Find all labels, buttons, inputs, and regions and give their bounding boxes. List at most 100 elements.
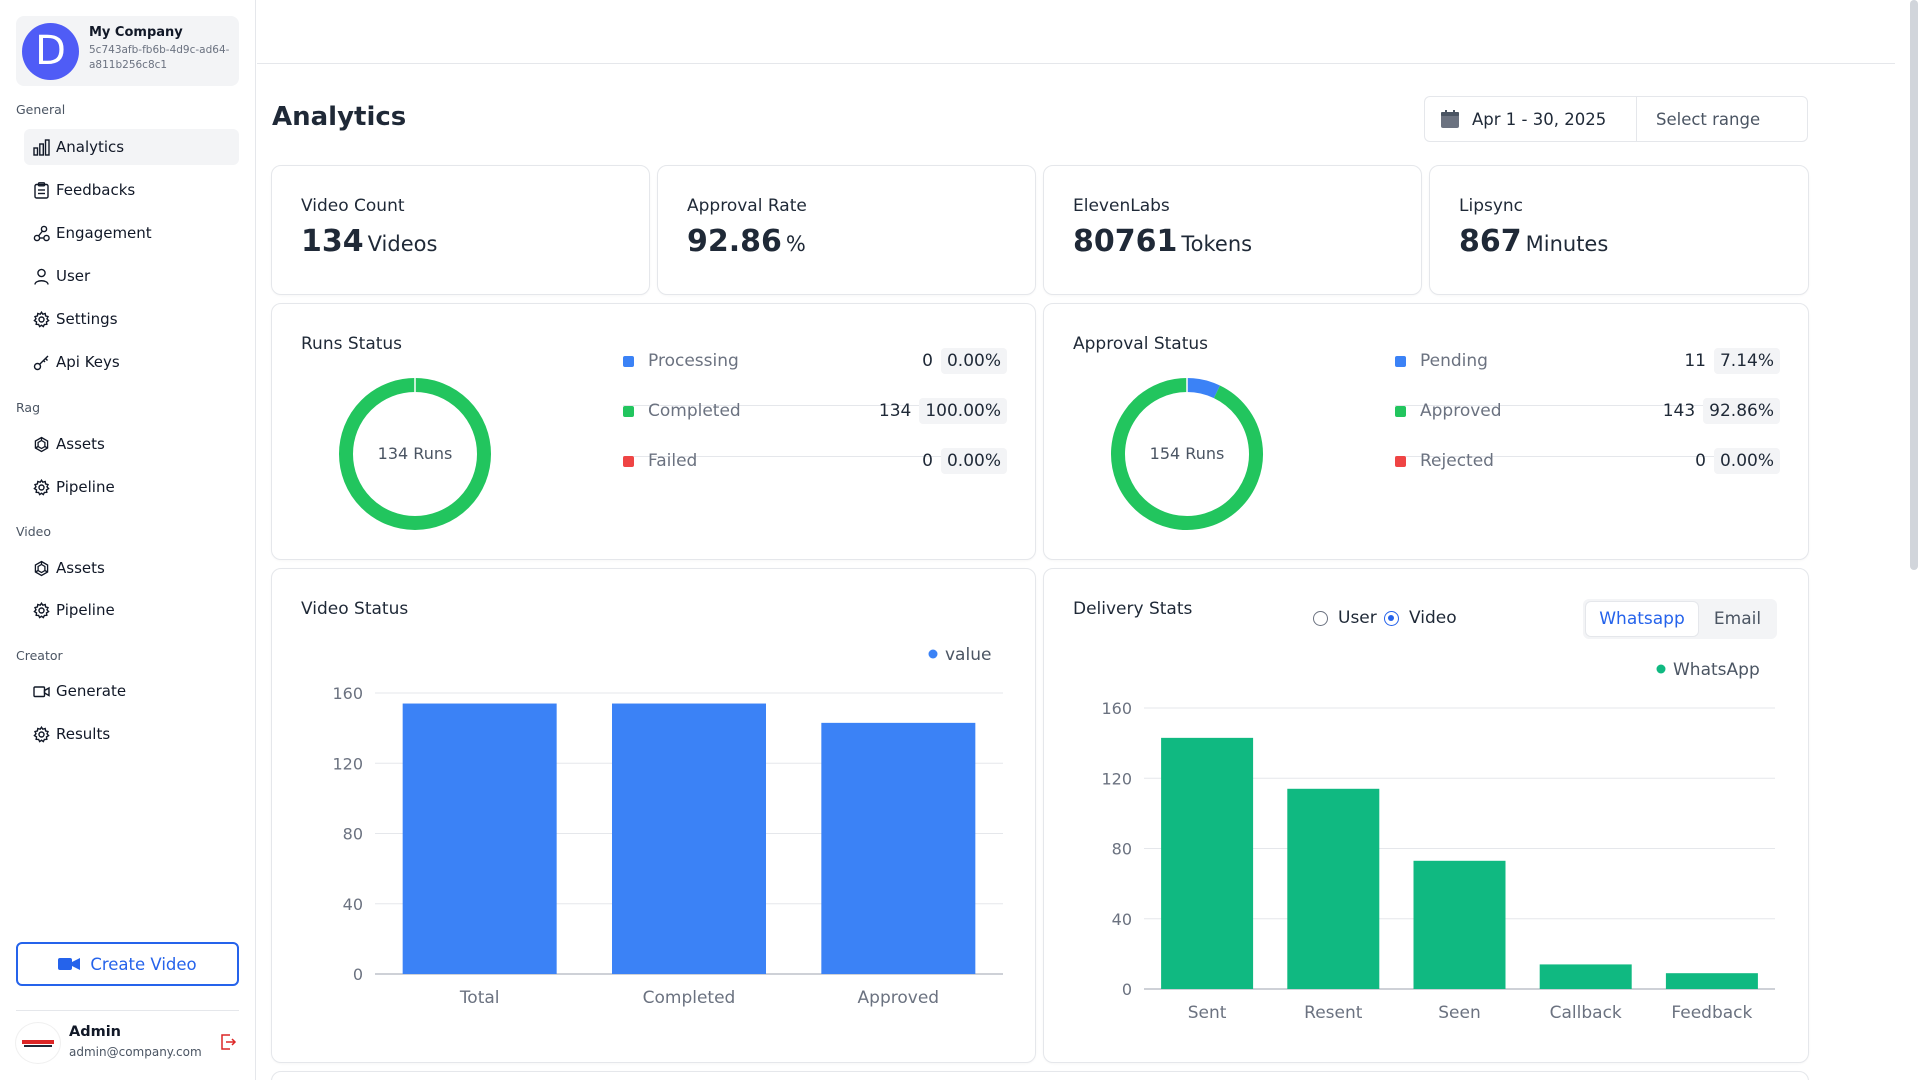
key-icon <box>33 355 49 370</box>
y-tick-label: 40 <box>343 895 363 914</box>
sidebar-item-label: Settings <box>56 310 118 328</box>
card-title: Delivery Stats <box>1073 599 1193 619</box>
stat-value-row: 134 Videos <box>301 224 437 259</box>
stat-value-row: 867 Minutes <box>1459 224 1608 259</box>
sidebar-item-label: Results <box>56 725 111 743</box>
tab-whatsapp[interactable]: Whatsapp <box>1586 602 1698 636</box>
card-title: Runs Status <box>301 334 403 354</box>
sidebar: D My Company 5c743afb-fb6b-4d9c-ad64-a81… <box>0 0 256 1080</box>
openai-icon <box>34 560 49 576</box>
legend-row-completed: Completed 134 100.00% <box>623 391 1007 431</box>
sidebar-item-feedbacks[interactable]: Feedbacks <box>24 172 239 208</box>
sidebar-item-user[interactable]: User <box>24 258 239 294</box>
delivery-stats-bar-chart: 0 40 80 120 160 Sent Resent Seen Callback Feedbac… <box>1101 660 1775 1023</box>
stat-label: ElevenLabs <box>1073 196 1170 216</box>
legend-label: WhatsApp <box>1673 660 1760 680</box>
sidebar-item-rag-pipeline[interactable]: Pipeline <box>24 469 239 505</box>
approval-status-card: Approval Status 154 Runs Pending 11 7.14… <box>1043 303 1809 560</box>
legend-dot <box>928 649 938 659</box>
section-creator: Creator <box>16 648 63 663</box>
x-tick-label: Callback <box>1550 1003 1622 1023</box>
sidebar-item-video-assets[interactable]: Assets <box>24 550 239 586</box>
bar-seen <box>1413 860 1506 989</box>
divider <box>16 1010 239 1011</box>
date-range-picker[interactable]: Apr 1 - 30, 2025 Select range <box>1424 96 1808 142</box>
stat-card-video-count: Video Count 134 Videos <box>271 165 650 295</box>
sidebar-item-label: Engagement <box>56 224 152 242</box>
bar-chart-icon <box>33 138 50 156</box>
video-camera-icon <box>33 685 50 697</box>
legend-row-pending: Pending 11 7.14% <box>1395 341 1780 381</box>
y-tick-label: 80 <box>1112 840 1132 859</box>
donut-slice-pending <box>1186 378 1220 399</box>
sidebar-item-label: Assets <box>56 559 105 577</box>
donut-slice-approved <box>1111 378 1263 530</box>
sidebar-item-generate[interactable]: Generate <box>24 673 239 709</box>
sidebar-item-label: Generate <box>56 682 127 700</box>
sidebar-item-label: User <box>56 267 91 285</box>
sidebar-item-label: Api Keys <box>56 353 120 371</box>
tab-email[interactable]: Email <box>1713 609 1762 629</box>
radio-user[interactable]: User <box>1313 608 1377 628</box>
legend-percent: 7.14% <box>1713 348 1780 374</box>
radio-circle[interactable] <box>1313 610 1328 626</box>
card-title: Approval Status <box>1073 334 1209 354</box>
legend-row-failed: Failed 0 0.00% <box>623 441 1007 481</box>
stat-label: Lipsync <box>1459 196 1524 216</box>
stat-unit: Minutes <box>1525 232 1609 256</box>
y-tick-label: 160 <box>1101 699 1132 718</box>
legend-swatch <box>1395 405 1406 417</box>
legend-count: 0 <box>1695 451 1706 471</box>
donut-center-label: 154 Runs <box>1150 444 1225 463</box>
channel-tabs: Whatsapp Email <box>1583 599 1777 639</box>
legend-swatch <box>1395 455 1406 467</box>
sidebar-item-results[interactable]: Results <box>24 716 239 752</box>
radio-circle[interactable] <box>1384 610 1399 626</box>
sidebar-item-label: Pipeline <box>56 478 115 496</box>
x-tick-label: Total <box>459 988 500 1008</box>
legend-count: 0 <box>922 351 933 371</box>
calendar-icon <box>1441 110 1459 128</box>
admin-email: admin@company.com <box>69 1045 202 1059</box>
stat-unit: Tokens <box>1181 232 1253 256</box>
x-tick-label: Completed <box>643 988 736 1008</box>
admin-avatar <box>16 1023 60 1063</box>
legend-dot <box>1656 664 1666 674</box>
radio-video[interactable]: Video <box>1384 608 1457 628</box>
y-tick-label: 160 <box>332 684 363 703</box>
date-range-value: Apr 1 - 30, 2025 <box>1472 109 1607 129</box>
stat-card-approval-rate: Approval Rate 92.86% <box>657 165 1036 295</box>
clipboard-icon <box>34 181 49 199</box>
y-tick-label: 80 <box>343 825 363 844</box>
logout-icon[interactable] <box>219 1033 237 1051</box>
org-switcher[interactable]: D My Company 5c743afb-fb6b-4d9c-ad64-a81… <box>16 16 239 86</box>
divider <box>623 405 1007 406</box>
gear-icon <box>33 601 50 619</box>
radio-label: User <box>1338 608 1377 628</box>
org-id: 5c743afb-fb6b-4d9c-ad64-a811b256c8c1 <box>89 44 230 71</box>
sidebar-item-settings[interactable]: Settings <box>24 301 239 337</box>
select-range-button[interactable]: Select range <box>1656 109 1761 129</box>
legend-name: Approved <box>1420 401 1502 421</box>
sidebar-item-video-pipeline[interactable]: Pipeline <box>24 592 239 628</box>
y-tick-label: 0 <box>353 965 363 984</box>
openai-icon <box>34 436 49 452</box>
gear-icon <box>33 725 50 743</box>
sidebar-item-engagement[interactable]: Engagement <box>24 215 239 251</box>
sidebar-item-rag-assets[interactable]: Assets <box>24 426 239 462</box>
legend-label: value <box>945 645 991 665</box>
share-nodes-icon <box>33 225 50 241</box>
bar-sent <box>1161 737 1254 989</box>
runs-status-card: Runs Status 134 Runs Processing 0 0.00% … <box>271 303 1036 560</box>
stat-unit: Videos <box>367 232 438 256</box>
sidebar-item-analytics[interactable]: Analytics <box>24 129 239 165</box>
sidebar-item-api-keys[interactable]: Api Keys <box>24 344 239 380</box>
scrollbar[interactable] <box>1910 0 1918 570</box>
divider <box>1395 456 1780 457</box>
legend-count: 11 <box>1684 351 1706 371</box>
legend-swatch <box>623 455 634 467</box>
legend-swatch <box>1395 355 1406 367</box>
delivery-stats-card: Delivery Stats User Video Whatsapp Email… <box>1043 568 1809 1063</box>
video-camera-icon <box>58 958 81 970</box>
create-video-button[interactable]: Create Video <box>16 942 239 986</box>
